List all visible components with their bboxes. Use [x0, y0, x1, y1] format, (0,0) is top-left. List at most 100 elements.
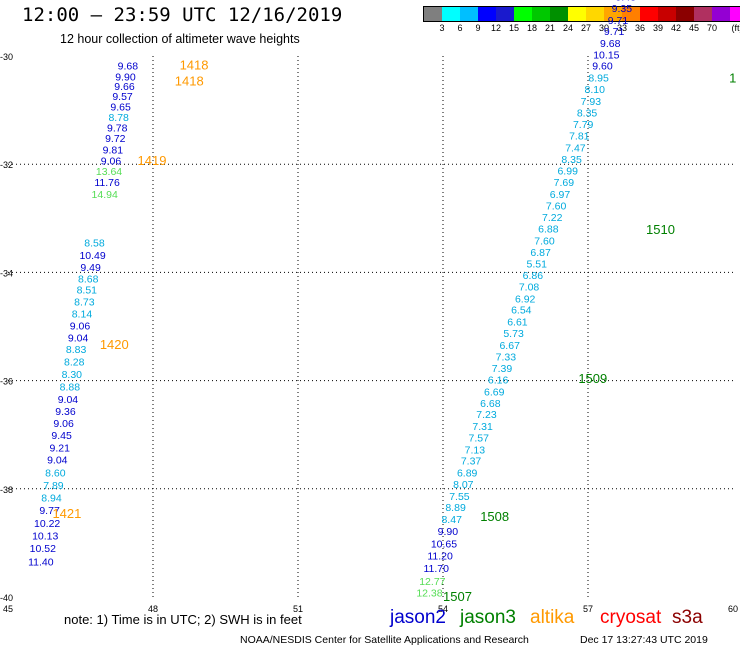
y-axis-tick-label: -38	[0, 485, 13, 495]
x-axis-tick-label: 45	[3, 604, 13, 614]
colorbar-swatch	[658, 7, 676, 21]
colorbar-tick-label: 18	[526, 23, 538, 33]
jason3-wave-height-value: 7.79	[573, 119, 594, 131]
altika-wave-height-value: 8.14	[72, 309, 93, 321]
jason3-wave-height-value: 7.23	[476, 409, 497, 421]
altika-wave-height-value: 8.94	[41, 492, 62, 504]
y-axis-tick-label: -40	[0, 593, 13, 603]
altika-wave-height-value: 8.28	[64, 357, 85, 369]
colorbar-tick-label: 27	[580, 23, 592, 33]
altika-wave-height-value: 10.13	[32, 530, 58, 542]
colorbar-tick-label: 15	[508, 23, 520, 33]
altika-wave-height-value: 8.73	[74, 297, 95, 309]
y-axis-tick-label: -34	[0, 268, 13, 278]
jason3-wave-height-value: 7.81	[569, 131, 590, 143]
x-axis-tick-label: 51	[293, 604, 303, 614]
jason3-wave-height-value: 6.92	[515, 293, 536, 305]
altika-wave-height-value: 9.36	[55, 406, 76, 418]
colorbar-tick-label: 42	[670, 23, 682, 33]
altika-wave-height-value: 9.65	[110, 101, 131, 113]
colorbar-swatch	[514, 7, 532, 21]
legend-jason2: jason2	[390, 607, 446, 628]
pass-time-label: 1419	[138, 153, 167, 168]
footer-timestamp: Dec 17 13:27:43 UTC 2019	[580, 634, 708, 646]
jason3-wave-height-value: 12.77	[419, 576, 445, 588]
altika-wave-height-value: 9.68	[118, 61, 139, 73]
altika-wave-height-value: 8.60	[45, 468, 66, 480]
jason3-wave-height-value: 6.16	[488, 375, 509, 387]
jason3-wave-height-value: 9.90	[438, 526, 459, 538]
jason3-wave-height-value: 8.35	[561, 154, 582, 166]
colorbar-swatch	[478, 7, 496, 21]
jason3-wave-height-value: 8.07	[453, 479, 474, 491]
altika-wave-height-value: 9.04	[68, 332, 89, 344]
altika-wave-height-value: 14.94	[92, 189, 118, 201]
jason3-wave-height-value: 7.08	[519, 281, 540, 293]
footnote: note: 1) Time is in UTC; 2) SWH is in fe…	[64, 612, 302, 627]
jason3-wave-height-value: 7.60	[534, 235, 555, 247]
altika-wave-height-value: 9.49	[80, 262, 101, 274]
altika-wave-height-value: 9.90	[115, 72, 136, 84]
jason3-wave-height-value: 6.68	[480, 398, 501, 410]
x-axis-tick-label: 60	[728, 604, 738, 614]
jason3-wave-height-value: 6.88	[538, 224, 559, 236]
pass-time-label: 1	[729, 71, 736, 86]
altika-wave-height-value: 8.30	[62, 369, 83, 381]
jason3-wave-height-value: 6.69	[484, 386, 505, 398]
x-axis-tick-label: 48	[148, 604, 158, 614]
jason3-wave-height-value: 9.60	[592, 61, 613, 73]
legend-cryosat: cryosat	[600, 607, 662, 628]
colorbar-unit: (ft)	[731, 23, 740, 33]
jason3-wave-height-value: 7.69	[554, 177, 575, 189]
pass-time-label: 1509	[578, 371, 607, 386]
jason3-wave-height-value: 5.73	[503, 328, 524, 340]
altika-wave-height-value: 8.88	[60, 382, 81, 394]
colorbar-swatch	[730, 7, 740, 21]
jason3-wave-height-value: 8.10	[585, 84, 606, 96]
jason3-wave-height-value: 7.60	[546, 200, 567, 212]
jason3-wave-height-value: 8.89	[445, 502, 466, 514]
colorbar-swatch	[622, 7, 640, 21]
jason3-wave-height-value: 9.71	[608, 15, 629, 27]
legend-jason3: jason3	[460, 607, 516, 628]
colorbar-swatch	[586, 7, 604, 21]
altika-wave-height-value: 11.40	[28, 556, 54, 568]
jason3-wave-height-value: 6.87	[530, 247, 551, 259]
altika-wave-height-value: 8.83	[66, 344, 87, 356]
page-title: 12:00 – 23:59 UTC 12/16/2019	[22, 4, 343, 26]
pass-time-label: 1421	[52, 506, 81, 521]
y-axis-tick-label: -36	[0, 377, 13, 387]
colorbar-tick-label: 70	[706, 23, 718, 33]
jason3-wave-height-value: 6.67	[499, 340, 520, 352]
colorbar-tick-label: 6	[457, 23, 463, 33]
footer-organization: NOAA/NESDIS Center for Satellite Applica…	[240, 634, 529, 646]
altika-wave-height-value: 10.22	[34, 518, 60, 530]
pass-time-label: 1418	[180, 58, 209, 73]
altika-wave-height-value: 9.81	[103, 145, 124, 157]
jason3-wave-height-value: 11.70	[423, 563, 449, 575]
legend-altika: altika	[530, 607, 575, 628]
jason3-wave-height-value: 8.47	[441, 514, 462, 526]
legend-s3a: s3a	[672, 607, 703, 628]
altika-wave-height-value: 8.58	[84, 238, 105, 250]
colorbar-tick-label: 45	[688, 23, 700, 33]
altika-wave-height-value: 13.64	[96, 166, 122, 178]
altika-wave-height-value: 10.49	[79, 250, 105, 262]
altika-wave-height-value: 9.45	[51, 430, 72, 442]
jason3-wave-height-value: 8.35	[577, 107, 598, 119]
jason3-wave-height-value: 7.93	[581, 96, 602, 108]
altika-wave-height-value: 9.06	[53, 418, 74, 430]
colorbar-swatch	[460, 7, 478, 21]
colorbar-swatch	[550, 7, 568, 21]
colorbar-swatch	[712, 7, 730, 21]
colorbar-swatch	[532, 7, 550, 21]
jason3-wave-height-value: 10.15	[593, 49, 619, 61]
pass-time-label: 1507	[443, 589, 472, 604]
altika-wave-height-value: 8.68	[78, 273, 99, 285]
jason3-wave-height-value: 7.37	[461, 456, 482, 468]
altika-wave-height-value: 7.89	[43, 480, 64, 492]
jason3-wave-height-value: 6.99	[557, 166, 578, 178]
wave-height-colorbar	[423, 6, 740, 22]
jason3-wave-height-value: 7.39	[492, 363, 513, 375]
